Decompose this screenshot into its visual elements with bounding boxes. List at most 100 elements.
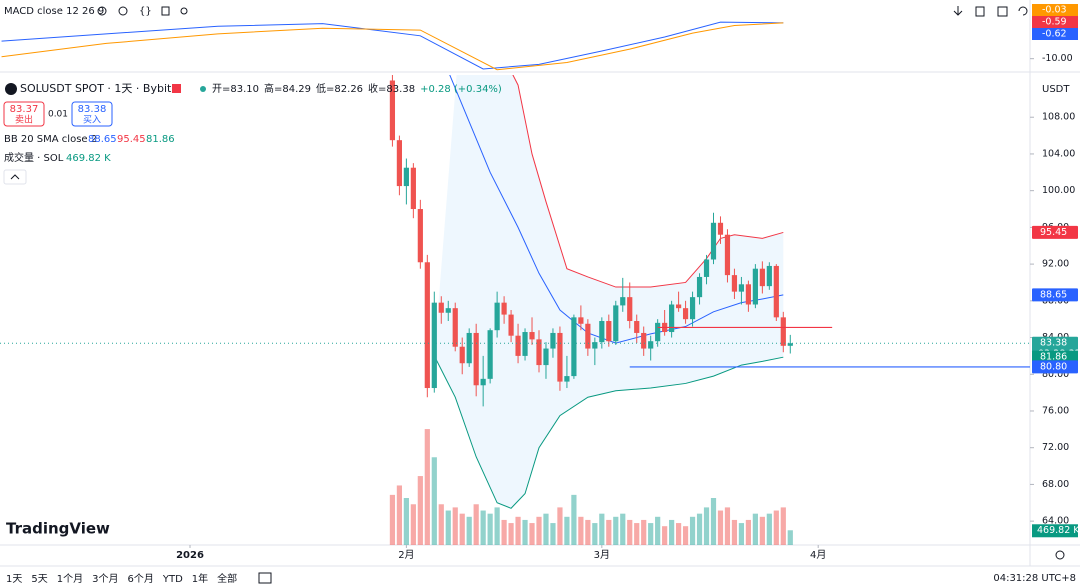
candle-body <box>634 321 640 333</box>
volume-bar <box>466 516 472 545</box>
candle-body <box>676 304 682 309</box>
range-button[interactable]: 5天 <box>31 574 47 585</box>
x-tick-label: 2026 <box>176 550 204 561</box>
x-tick-label: 3月 <box>594 549 610 561</box>
volume-bar <box>578 516 584 545</box>
buy-price[interactable]: 83.38 <box>78 104 107 115</box>
down-icon[interactable] <box>953 6 963 16</box>
eye-icon[interactable] <box>97 6 107 16</box>
volume-bar <box>592 523 598 545</box>
calendar-icon[interactable] <box>258 572 272 584</box>
pane-icons[interactable] <box>953 6 1028 17</box>
volume-bar <box>627 519 633 545</box>
volume-bar <box>417 476 423 545</box>
volume-bar <box>766 513 772 545</box>
volume-bar <box>689 516 696 545</box>
volume-bar <box>676 523 682 545</box>
volume-bar <box>564 516 570 545</box>
range-button[interactable]: 全部 <box>217 572 237 585</box>
macd-badge-label: -0.59 <box>1042 17 1067 28</box>
volume-bar <box>431 457 437 545</box>
more-icon[interactable] <box>180 7 188 15</box>
macd-badge <box>1032 4 1078 16</box>
candle-body <box>396 140 402 187</box>
y-tick-label: -10.00 <box>1042 53 1073 64</box>
flag-icon[interactable] <box>172 84 181 93</box>
volume-bar <box>396 485 402 545</box>
volume-bar <box>787 530 793 545</box>
price-badge-label: 88.65 <box>1040 289 1067 300</box>
candle-body <box>543 348 549 366</box>
symbol-icon <box>5 83 17 95</box>
trash-icon[interactable] <box>161 6 170 16</box>
volume-badge-label: 469.82 K <box>1037 525 1080 536</box>
volume-bar <box>515 516 521 545</box>
volume-badge <box>1032 524 1078 538</box>
y-tick-label: 68.00 <box>1042 479 1069 490</box>
collapse-icon[interactable] <box>10 174 20 180</box>
macd-icons[interactable]: {} <box>97 6 188 17</box>
candle-body <box>724 234 731 276</box>
bb-mid: 88.65 <box>88 134 117 145</box>
candle-body <box>787 343 793 346</box>
buy-label[interactable]: 买入 <box>83 115 101 126</box>
delete-icon[interactable] <box>975 6 985 17</box>
candle-body <box>696 276 703 298</box>
clock: 04:31:28 UTC+8 <box>993 573 1076 584</box>
symbol[interactable]: SOLUSDT SPOT · 1天 · Bybit <box>20 82 172 95</box>
volume-bar <box>445 510 451 545</box>
code-icon[interactable]: {} <box>139 6 152 17</box>
volume-bar <box>620 513 626 545</box>
bb-lower: 81.86 <box>146 134 175 145</box>
candle-body <box>641 332 647 349</box>
ohlc-item: 开=83.10 <box>212 84 259 95</box>
range-button[interactable]: 3个月 <box>92 573 118 585</box>
collapse-button[interactable] <box>3 169 27 185</box>
volume-bar <box>522 519 528 545</box>
volume-bar <box>682 526 689 545</box>
candle-body <box>424 262 430 389</box>
settings-icon[interactable] <box>1055 550 1065 560</box>
range-button[interactable]: 1年 <box>192 572 208 585</box>
sell-label[interactable]: 卖出 <box>15 114 33 126</box>
volume-bar <box>571 494 577 545</box>
candle-body <box>585 323 591 349</box>
macd-badge <box>1032 28 1078 40</box>
candle-body <box>773 265 779 318</box>
settings-icon[interactable] <box>118 6 128 16</box>
candle-body <box>780 317 786 346</box>
volume-bar <box>773 510 779 545</box>
candle-body <box>606 321 612 342</box>
max-icon[interactable] <box>997 6 1008 17</box>
volume-bar <box>410 504 416 545</box>
range-button[interactable]: 6个月 <box>128 573 154 585</box>
volume-value: 469.82 K <box>66 153 111 164</box>
candle-body <box>501 302 507 315</box>
candle-body <box>738 284 745 292</box>
candle-body <box>592 342 598 349</box>
y-tick-label: 100.00 <box>1042 185 1075 196</box>
ohlc-item: 高=84.29 <box>264 82 311 95</box>
candle-body <box>473 332 479 386</box>
candle-body <box>648 341 654 349</box>
sell-button[interactable] <box>3 101 45 127</box>
volume-bar <box>599 513 605 545</box>
candle-body <box>731 275 738 292</box>
candle-body <box>466 332 472 364</box>
refresh-icon[interactable] <box>1018 6 1028 16</box>
candle-body <box>480 378 486 386</box>
macd-badge-label: -0.03 <box>1042 5 1067 16</box>
volume-bar <box>613 516 619 545</box>
range-button[interactable]: 1个月 <box>57 573 83 585</box>
range-button[interactable]: YTD <box>162 574 183 585</box>
volume-bar <box>662 526 668 545</box>
y-tick-label: 76.00 <box>1042 405 1069 416</box>
sell-price[interactable]: 83.37 <box>10 104 39 115</box>
price-badge <box>1032 288 1078 302</box>
candle-body <box>417 209 423 263</box>
volume-bar <box>473 504 479 545</box>
volume-bar <box>557 507 563 545</box>
range-button[interactable]: 1天 <box>6 574 22 585</box>
buy-button[interactable] <box>71 101 113 127</box>
